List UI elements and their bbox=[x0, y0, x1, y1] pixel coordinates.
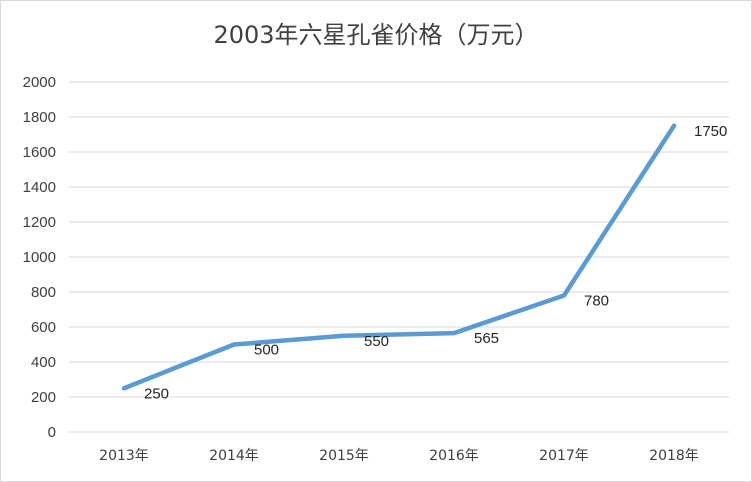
gridlines bbox=[69, 81, 729, 433]
x-tick-label: 2015年 bbox=[319, 448, 369, 464]
y-tick-label: 1000 bbox=[23, 249, 56, 266]
y-tick-label: 200 bbox=[31, 389, 56, 406]
data-label: 250 bbox=[144, 385, 169, 402]
series-group bbox=[121, 123, 677, 391]
data-label: 500 bbox=[254, 342, 279, 359]
data-point bbox=[562, 293, 566, 298]
data-point bbox=[342, 333, 346, 338]
y-tick-label: 800 bbox=[31, 284, 56, 301]
chart-title: 2003年六星孔雀价格（万元） bbox=[213, 21, 539, 49]
y-tick-label: 1600 bbox=[23, 144, 56, 161]
data-point bbox=[672, 123, 676, 128]
x-tick-label: 2013年 bbox=[99, 448, 149, 464]
y-tick-label: 400 bbox=[31, 354, 56, 371]
data-label: 780 bbox=[584, 293, 609, 310]
series-line bbox=[121, 123, 677, 391]
y-tick-label: 600 bbox=[31, 319, 56, 336]
x-tick-label: 2017年 bbox=[539, 448, 589, 464]
y-tick-label: 1400 bbox=[23, 179, 56, 196]
y-tick-label: 0 bbox=[48, 424, 56, 441]
x-axis-ticks: 2013年 2014年 2015年 2016年 2017年 2018年 bbox=[99, 448, 699, 464]
data-label: 565 bbox=[474, 330, 499, 347]
data-labels: 250 500 550 565 780 1750 bbox=[144, 123, 727, 403]
data-label: 1750 bbox=[694, 123, 727, 140]
x-tick-label: 2014年 bbox=[209, 448, 259, 464]
y-axis-ticks: 0 200 400 600 800 1000 1200 1400 1600 1800 2000 bbox=[23, 74, 56, 441]
x-tick-label: 2018年 bbox=[649, 448, 699, 464]
y-tick-label: 2000 bbox=[23, 74, 56, 91]
data-point bbox=[452, 331, 456, 336]
y-tick-label: 1200 bbox=[23, 214, 56, 231]
x-tick-label: 2016年 bbox=[429, 448, 479, 464]
data-point bbox=[122, 386, 126, 391]
data-label: 550 bbox=[364, 333, 389, 350]
data-point bbox=[232, 342, 236, 347]
y-tick-label: 1800 bbox=[23, 109, 56, 126]
